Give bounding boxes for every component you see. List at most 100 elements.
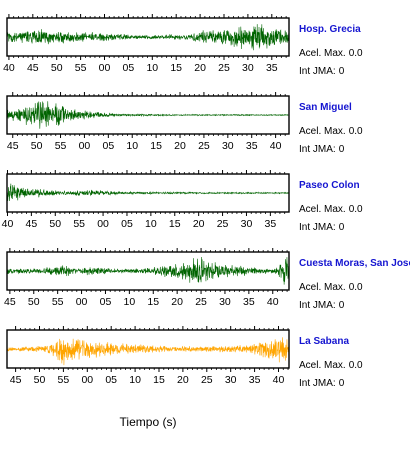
x-tick-label: 45 [7, 140, 19, 152]
x-tick-label: 25 [195, 296, 207, 308]
jma-intensity: Int JMA: 0 [299, 378, 344, 389]
seismogram-panel: 45 50 55 00 05 10 15 20 25 30 35 40 [6, 92, 290, 152]
x-tick-label: 30 [242, 62, 254, 74]
x-tick-label: 25 [218, 62, 230, 74]
jma-intensity: Int JMA: 0 [299, 144, 344, 155]
x-tick-label: 10 [124, 296, 136, 308]
x-tick-label: 45 [27, 62, 39, 74]
seismogram-panel: 45 50 55 00 05 10 15 20 25 30 35 40 [4, 248, 290, 308]
x-tick-label: 55 [75, 62, 87, 74]
x-tick-label: 30 [222, 140, 234, 152]
waveform-trace [6, 337, 290, 366]
max-acceleration: Acel. Max. 0.0 [299, 126, 363, 137]
station-info: Paseo Colon Acel. Max. 0.0 Int JMA: 0 [299, 180, 410, 236]
station-info: La Sabana Acel. Max. 0.0 Int JMA: 0 [299, 336, 410, 392]
int-value: 0 [338, 222, 345, 233]
seismogram-panel: 40 45 50 55 00 05 10 15 20 25 30 35 [3, 14, 290, 74]
x-tick-label: 25 [217, 218, 229, 230]
x-tick-label: 20 [193, 218, 205, 230]
acel-value: 0.0 [348, 360, 363, 371]
x-tick-label: 20 [194, 62, 206, 74]
x-tick-label: 45 [26, 218, 38, 230]
x-tick-label: 55 [58, 374, 70, 386]
x-tick-label: 30 [219, 296, 231, 308]
int-value: 0 [338, 378, 345, 389]
x-tick-label: 50 [49, 218, 61, 230]
station-name: La Sabana [299, 336, 350, 347]
panel-frame [6, 173, 290, 213]
x-tick-label: 40 [273, 374, 285, 386]
station-info: Hosp. Grecia Acel. Max. 0.0 Int JMA: 0 [299, 24, 410, 80]
x-tick-label: 10 [145, 218, 157, 230]
x-tick-label: 00 [81, 374, 93, 386]
int-label: Int JMA: [299, 144, 336, 155]
x-tick-label: 50 [28, 296, 40, 308]
x-tick-label: 50 [51, 62, 63, 74]
x-tick-label: 00 [79, 140, 91, 152]
x-tick-label: 35 [243, 296, 255, 308]
int-label: Int JMA: [299, 378, 336, 389]
x-tick-label: 35 [249, 374, 261, 386]
x-tick-label: 55 [55, 140, 67, 152]
x-tick-label: 45 [10, 374, 22, 386]
max-acceleration: Acel. Max. 0.0 [299, 360, 363, 371]
x-tick-label: 05 [105, 374, 117, 386]
x-tick-label: 10 [129, 374, 141, 386]
acel-label: Acel. Max. [299, 204, 346, 215]
x-tick-label: 00 [97, 218, 109, 230]
x-tick-label: 15 [150, 140, 162, 152]
station-name: Cuesta Moras, San José [299, 258, 410, 269]
acel-label: Acel. Max. [299, 126, 346, 137]
jma-intensity: Int JMA: 0 [299, 66, 344, 77]
x-tick-label: 40 [3, 62, 15, 74]
x-tick-label: 10 [126, 140, 138, 152]
acel-value: 0.0 [348, 204, 363, 215]
x-tick-label: 45 [4, 296, 16, 308]
x-tick-label: 25 [198, 140, 210, 152]
acel-label: Acel. Max. [299, 48, 346, 59]
int-value: 0 [338, 144, 345, 155]
x-tick-label: 00 [99, 62, 111, 74]
x-tick-label: 25 [201, 374, 213, 386]
waveform-trace [6, 183, 290, 202]
jma-intensity: Int JMA: 0 [299, 222, 344, 233]
int-label: Int JMA: [299, 300, 336, 311]
x-tick-label: 20 [177, 374, 189, 386]
x-tick-label: 05 [123, 62, 135, 74]
waveform-trace [6, 24, 290, 51]
x-tick-label: 05 [121, 218, 133, 230]
x-tick-label: 10 [146, 62, 158, 74]
x-tick-label: 15 [147, 296, 159, 308]
x-tick-label: 35 [265, 218, 277, 230]
x-tick-label: 50 [34, 374, 46, 386]
max-acceleration: Acel. Max. 0.0 [299, 204, 363, 215]
x-tick-label: 05 [102, 140, 114, 152]
x-tick-label: 30 [241, 218, 253, 230]
acel-label: Acel. Max. [299, 282, 346, 293]
jma-intensity: Int JMA: 0 [299, 300, 344, 311]
seismogram-panel: 45 50 55 00 05 10 15 20 25 30 35 40 [6, 326, 290, 386]
x-tick-label: 40 [267, 296, 279, 308]
x-tick-label: 35 [266, 62, 278, 74]
int-label: Int JMA: [299, 66, 336, 77]
station-name: Hosp. Grecia [299, 24, 361, 35]
x-tick-label: 05 [100, 296, 112, 308]
panel-frame [6, 95, 290, 135]
max-acceleration: Acel. Max. 0.0 [299, 282, 363, 293]
x-axis-label: Tiempo (s) [120, 415, 177, 429]
acel-value: 0.0 [348, 126, 363, 137]
seismogram-panel: 40 45 50 55 00 05 10 15 20 25 30 35 [2, 170, 290, 230]
panel-frame [6, 329, 290, 369]
acel-value: 0.0 [348, 48, 363, 59]
x-tick-label: 50 [31, 140, 43, 152]
x-tick-label: 15 [170, 62, 182, 74]
station-name: Paseo Colon [299, 180, 360, 191]
int-value: 0 [338, 300, 345, 311]
x-tick-label: 35 [246, 140, 258, 152]
x-tick-label: 15 [153, 374, 165, 386]
x-tick-label: 30 [225, 374, 237, 386]
waveform-trace [6, 257, 290, 285]
station-info: San Miguel Acel. Max. 0.0 Int JMA: 0 [299, 102, 410, 158]
station-name: San Miguel [299, 102, 352, 113]
